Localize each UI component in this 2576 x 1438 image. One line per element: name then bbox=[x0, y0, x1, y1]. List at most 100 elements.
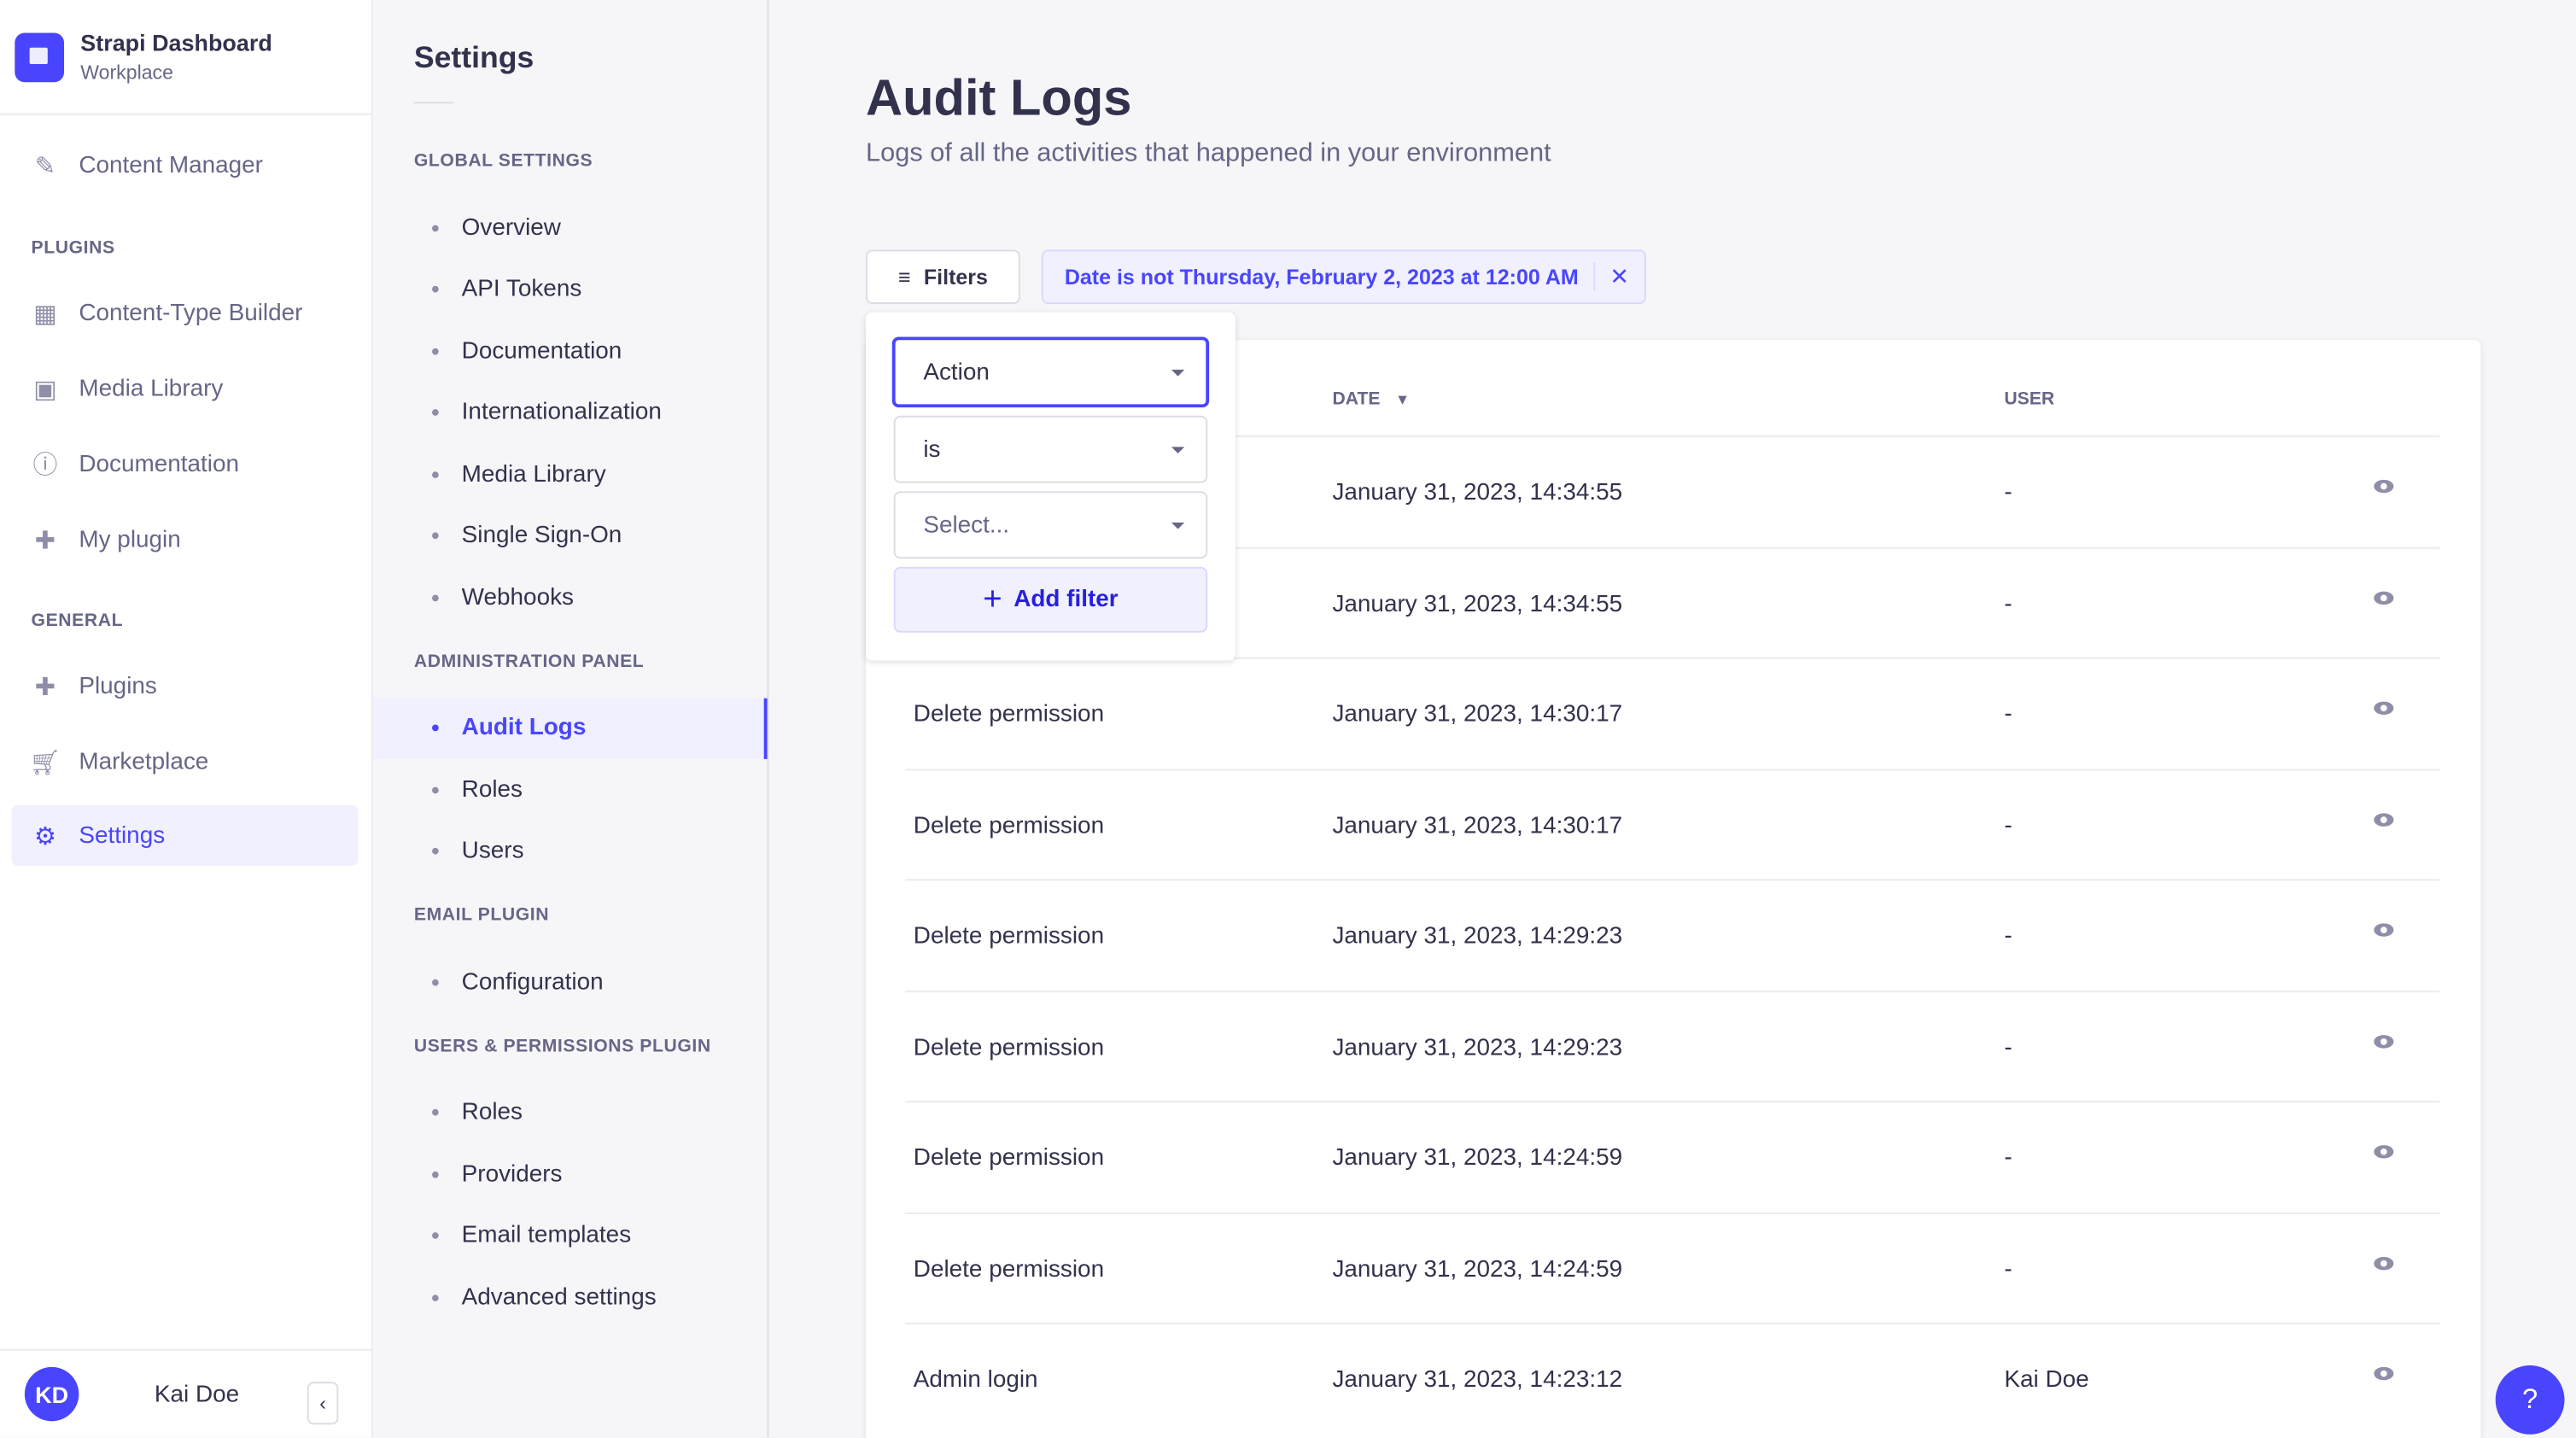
puzzle-icon: ✚ bbox=[34, 526, 55, 555]
settings-item-advanced-settings[interactable]: Advanced settings bbox=[373, 1266, 768, 1327]
nav-plugins[interactable]: ✚ Plugins bbox=[11, 656, 358, 716]
cell-date: January 31, 2023, 14:34:55 bbox=[1332, 590, 1623, 617]
table-row: Admin login January 31, 2023, 14:23:12 Kai… bbox=[905, 1322, 2440, 1434]
column-header-user: USER bbox=[2004, 389, 2055, 410]
settings-item-internationalization[interactable]: Internationalization bbox=[373, 382, 768, 442]
collapse-nav-button[interactable]: ‹ bbox=[307, 1382, 339, 1425]
settings-section-heading: ADMINISTRATION PANEL bbox=[413, 651, 645, 671]
cell-action: Delete permission bbox=[913, 1034, 1105, 1061]
cell-date: January 31, 2023, 14:24:59 bbox=[1332, 1145, 1623, 1172]
caret-down-icon bbox=[1171, 446, 1185, 453]
view-eye-icon[interactable] bbox=[2374, 1145, 2394, 1159]
divider bbox=[1593, 262, 1596, 291]
settings-section-heading: USERS & PERMISSIONS PLUGIN bbox=[413, 1036, 711, 1056]
table-row: Delete permission January 31, 2023, 14:30… bbox=[905, 768, 2440, 880]
cell-date: January 31, 2023, 14:30:17 bbox=[1332, 701, 1623, 728]
nav-label: Plugins bbox=[79, 672, 157, 699]
cell-action: Delete permission bbox=[913, 701, 1105, 728]
feather-icon: ✎ bbox=[34, 151, 55, 180]
cell-action: Delete permission bbox=[913, 812, 1105, 839]
cell-date: January 31, 2023, 14:30:17 bbox=[1332, 812, 1623, 839]
strapi-logo bbox=[15, 32, 65, 82]
cell-date: January 31, 2023, 14:34:55 bbox=[1332, 479, 1623, 506]
settings-item-api-tokens[interactable]: API Tokens bbox=[373, 259, 768, 319]
settings-section-heading: GLOBAL SETTINGS bbox=[413, 151, 593, 172]
nav-content-type-builder[interactable]: ▦ Content-Type Builder bbox=[11, 283, 358, 343]
table-row: Delete permission January 31, 2023, 14:30… bbox=[905, 657, 2440, 769]
cell-user: - bbox=[2004, 1145, 2012, 1172]
cell-user: - bbox=[2004, 590, 2012, 617]
settings-item-webhooks[interactable]: Webhooks bbox=[373, 567, 768, 628]
view-eye-icon[interactable] bbox=[2374, 812, 2394, 826]
cell-action: Delete permission bbox=[913, 1255, 1105, 1283]
nav-settings[interactable]: ⚙ Settings bbox=[11, 804, 359, 867]
nav-my-plugin[interactable]: ✚ My plugin bbox=[11, 509, 358, 570]
brand-subtitle: Workplace bbox=[80, 61, 173, 85]
sort-caret-down-icon: ▼ bbox=[1394, 390, 1411, 408]
filter-value-select[interactable]: Select... bbox=[893, 491, 1208, 559]
cell-user: - bbox=[2004, 812, 2012, 839]
nav-content-manager[interactable]: ✎ Content Manager bbox=[11, 135, 358, 196]
view-eye-icon[interactable] bbox=[2374, 1255, 2394, 1270]
nav-marketplace[interactable]: 🛒︎ Marketplace bbox=[11, 731, 358, 792]
settings-section-heading: EMAIL PLUGIN bbox=[413, 905, 550, 926]
settings-item-overview[interactable]: Overview bbox=[373, 197, 768, 258]
nav-media-library[interactable]: ▣ Media Library bbox=[11, 358, 358, 418]
settings-item-email-templates[interactable]: Email templates bbox=[373, 1205, 768, 1266]
avatar[interactable]: KD bbox=[24, 1366, 79, 1422]
cell-action: Delete permission bbox=[913, 923, 1105, 950]
filters-button[interactable]: ≡ Filters bbox=[866, 249, 1020, 304]
filter-chip-label: Date is not Thursday, February 2, 2023 a… bbox=[1064, 264, 1579, 289]
plus-icon: + bbox=[983, 581, 1002, 617]
cell-date: January 31, 2023, 14:29:23 bbox=[1332, 1034, 1623, 1061]
view-eye-icon[interactable] bbox=[2374, 1034, 2394, 1048]
settings-item-single-sign-on[interactable]: Single Sign-On bbox=[373, 506, 768, 566]
view-eye-icon[interactable] bbox=[2374, 479, 2394, 494]
help-button[interactable]: ? bbox=[2495, 1365, 2565, 1435]
nav-section-plugins: PLUGINS bbox=[31, 237, 115, 259]
table-row: Delete permission January 31, 2023, 14:24… bbox=[905, 1212, 2440, 1323]
cell-action: Delete permission bbox=[913, 1145, 1105, 1172]
settings-item-roles[interactable]: Roles bbox=[373, 759, 768, 820]
puzzle-icon: ✚ bbox=[34, 672, 55, 701]
active-filter-chip: Date is not Thursday, February 2, 2023 a… bbox=[1041, 249, 1646, 304]
settings-item-documentation[interactable]: Documentation bbox=[373, 320, 768, 381]
filters-label: Filters bbox=[923, 264, 988, 289]
chevron-left-icon: ‹ bbox=[319, 1391, 326, 1415]
nav-label: Marketplace bbox=[79, 748, 209, 775]
filter-operator-select[interactable]: is bbox=[893, 415, 1208, 483]
nav-label: Content Manager bbox=[79, 151, 263, 178]
settings-item-users[interactable]: Users bbox=[373, 821, 768, 881]
view-eye-icon[interactable] bbox=[2374, 590, 2394, 605]
user-name: Kai Doe bbox=[154, 1381, 240, 1407]
view-eye-icon[interactable] bbox=[2374, 701, 2394, 715]
settings-item-roles[interactable]: Roles bbox=[373, 1082, 768, 1143]
nav-label: Content-Type Builder bbox=[79, 300, 303, 326]
header-label: DATE bbox=[1332, 389, 1381, 410]
nav-documentation[interactable]: ⓘ Documentation bbox=[11, 434, 358, 494]
view-eye-icon[interactable] bbox=[2374, 923, 2394, 937]
filter-popover: Action is Select... + Add filter bbox=[866, 312, 1235, 661]
layout-icon: ▦ bbox=[33, 300, 57, 328]
brand-title: Strapi Dashboard bbox=[80, 29, 272, 56]
remove-filter-close-icon[interactable]: ✕ bbox=[1609, 262, 1629, 289]
settings-item-media-library[interactable]: Media Library bbox=[373, 444, 768, 505]
settings-title: Settings bbox=[413, 39, 534, 74]
add-filter-button[interactable]: + Add filter bbox=[893, 566, 1208, 633]
cell-user: - bbox=[2004, 701, 2012, 728]
cart-icon: 🛒︎ bbox=[29, 748, 61, 777]
cell-date: January 31, 2023, 14:29:23 bbox=[1332, 923, 1623, 950]
gear-icon: ⚙ bbox=[33, 822, 56, 851]
settings-item-configuration[interactable]: Configuration bbox=[373, 951, 768, 1012]
table-row: Delete permission January 31, 2023, 14:29… bbox=[905, 990, 2440, 1101]
settings-item-audit-logs[interactable]: Audit Logs bbox=[372, 697, 768, 758]
main-content: Audit Logs Logs of all the activities th… bbox=[768, 0, 2576, 1438]
column-header-date[interactable]: DATE ▼ bbox=[1332, 389, 1410, 409]
main-nav: Strapi Dashboard Workplace ✎ Content Mana… bbox=[0, 0, 373, 1438]
divider bbox=[413, 102, 454, 104]
view-eye-icon[interactable] bbox=[2374, 1366, 2394, 1381]
select-value: Action bbox=[923, 359, 990, 386]
cell-action: Admin login bbox=[913, 1366, 1038, 1394]
settings-item-providers[interactable]: Providers bbox=[373, 1143, 768, 1204]
filter-field-select[interactable]: Action bbox=[891, 336, 1210, 408]
